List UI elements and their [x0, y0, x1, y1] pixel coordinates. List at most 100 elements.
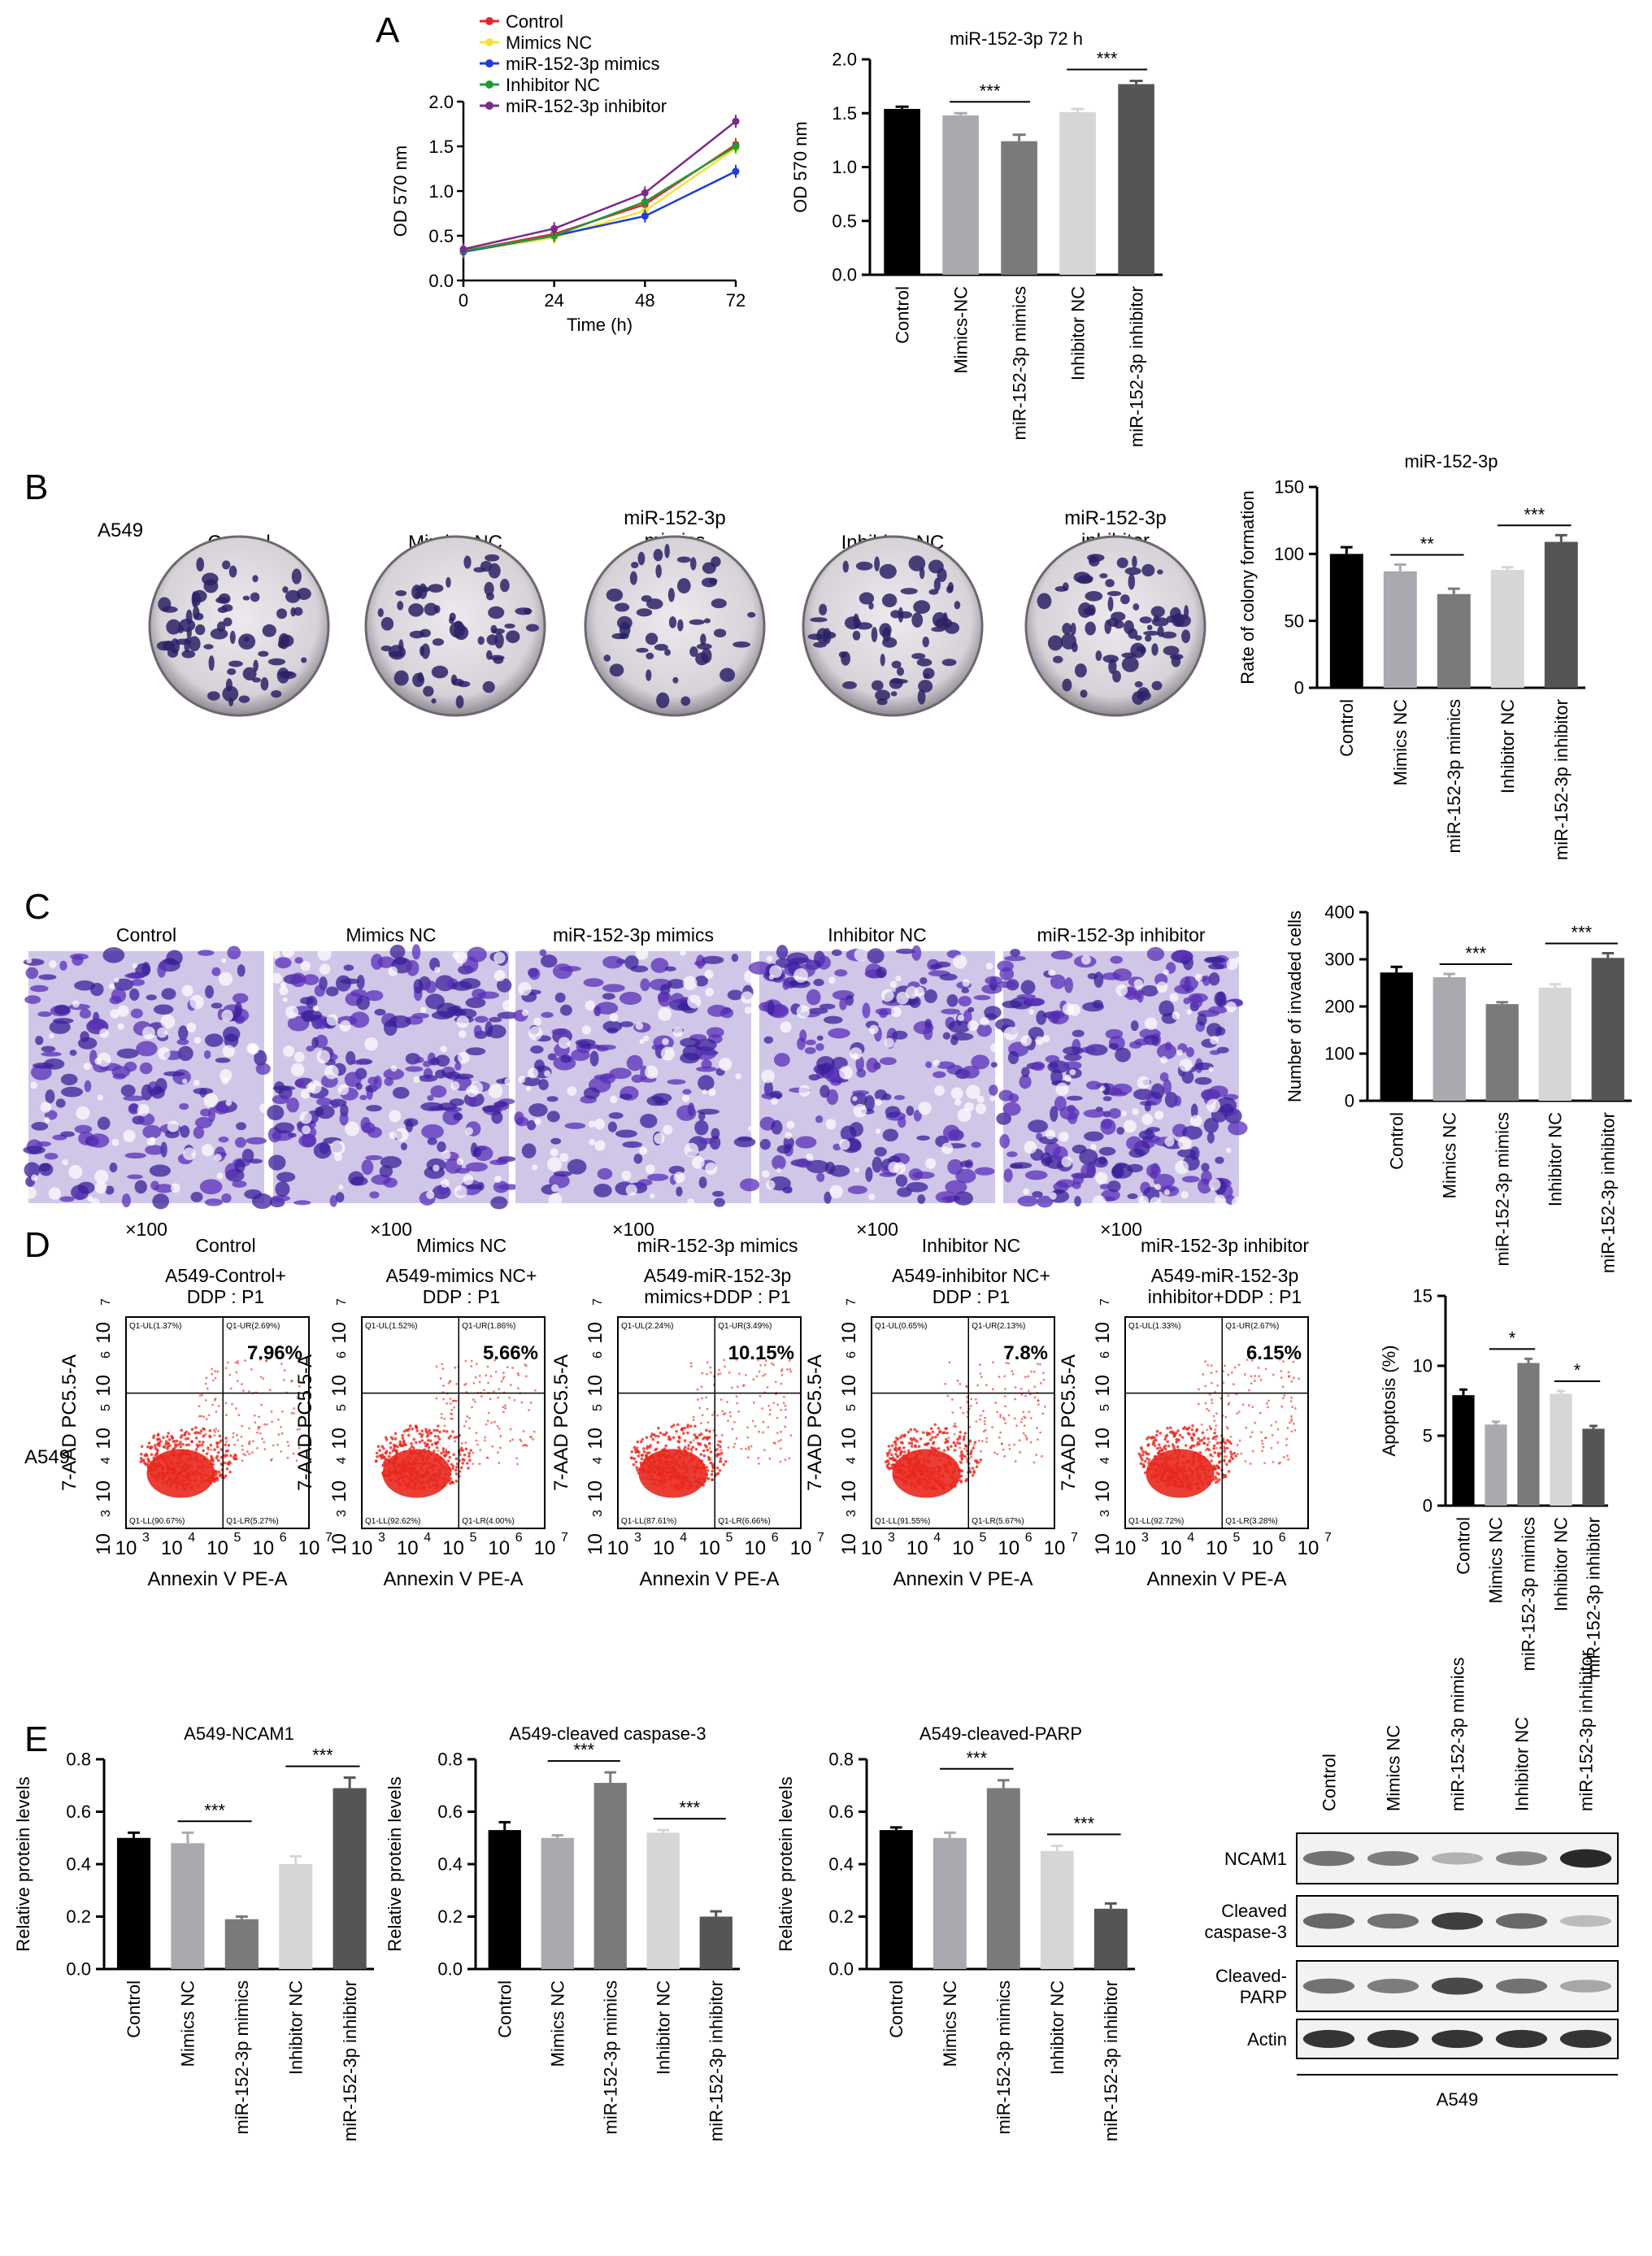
membrane-pore [989, 1095, 996, 1102]
flow-event [910, 1441, 914, 1445]
flow-event [401, 1444, 405, 1448]
y-tick-label: 0.0 [428, 271, 454, 291]
flow-event [295, 1459, 298, 1462]
stained-cell [805, 1039, 816, 1045]
category-label: miR-152-3p mimics [600, 1980, 620, 2134]
flow-event [1204, 1402, 1207, 1405]
flow-event [1154, 1433, 1159, 1437]
quadrant-lr: Q1-LR(5.67%) [972, 1517, 1024, 1526]
stained-cell [1050, 1106, 1059, 1122]
stained-cell [698, 1176, 707, 1189]
membrane-pore [854, 1167, 860, 1173]
flow-plot-title: DDP : P1 [423, 1286, 500, 1307]
membrane-pore [829, 1185, 843, 1199]
stained-cell [664, 966, 676, 972]
flow-event [453, 1399, 456, 1402]
flow-event [757, 1457, 760, 1460]
flow-event [1004, 1405, 1007, 1408]
flow-event [969, 1405, 972, 1407]
membrane-pore [290, 1063, 305, 1077]
flow-event [693, 1424, 697, 1428]
y-tick-exponent: 5 [591, 1404, 605, 1411]
flow-event [519, 1438, 522, 1441]
colony-spot [484, 581, 494, 596]
flow-event [450, 1412, 452, 1415]
stained-cell [355, 1082, 363, 1090]
stained-cell [1082, 1002, 1104, 1012]
flow-event [1262, 1445, 1265, 1449]
flow-event [235, 1371, 238, 1374]
blot-row-label: Actin [1247, 2029, 1287, 2050]
chart-cleaved-caspase3: A549-cleaved caspase-30.00.20.40.60.8Rel… [385, 1724, 740, 2141]
membrane-pore [1215, 1194, 1226, 1206]
flow-event [1210, 1371, 1213, 1375]
flow-event [886, 1459, 889, 1463]
stained-cell [1037, 1195, 1054, 1208]
lane-label: miR-152-3p inhibitor [1576, 1650, 1597, 1811]
flow-event [1014, 1460, 1017, 1463]
flow-event [450, 1463, 454, 1467]
flow-event [1018, 1439, 1021, 1442]
membrane-pore [954, 1098, 962, 1106]
flow-event [975, 1420, 978, 1423]
flow-group-label: Inhibitor NC [922, 1235, 1020, 1256]
colony-spot [855, 561, 873, 571]
membrane-pore [1090, 1143, 1097, 1150]
protein-band [1302, 1913, 1355, 1929]
membrane-pore [528, 1026, 543, 1041]
stained-cell [221, 1193, 232, 1203]
flow-event [948, 1361, 951, 1364]
x-tick-exponent: 5 [1233, 1531, 1241, 1545]
stained-cell [924, 989, 937, 1003]
colony-spot [251, 677, 262, 683]
stained-cell [989, 1085, 998, 1096]
colony-spot [881, 593, 898, 608]
membrane-pore [339, 1020, 351, 1032]
flow-y-axis-label: 7-AAD PC5.5-A [294, 1354, 316, 1491]
flow-event [972, 1470, 976, 1473]
stained-cell [497, 978, 512, 993]
membrane-pore [193, 1037, 202, 1044]
flow-event [727, 1419, 729, 1423]
x-tick-label: 10 [790, 1537, 812, 1559]
membrane-pore [673, 1171, 685, 1184]
membrane-pore [181, 985, 193, 997]
flow-plot-title: inhibitor+DDP : P1 [1148, 1286, 1302, 1307]
flow-event [1195, 1428, 1199, 1432]
stained-cell [1214, 991, 1226, 1006]
flow-event [529, 1435, 532, 1438]
flow-event [296, 1396, 299, 1399]
y-tick-label: 0.5 [832, 211, 857, 231]
flow-event [493, 1358, 497, 1362]
colony-spot [677, 578, 691, 594]
stained-cell [933, 1071, 946, 1079]
flow-event [642, 1450, 646, 1454]
stained-cell [594, 1044, 616, 1050]
stained-cell [1183, 998, 1191, 1005]
flow-event [1237, 1363, 1241, 1367]
flow-event [1209, 1454, 1212, 1457]
flow-event [705, 1428, 708, 1432]
stained-cell [77, 1181, 95, 1194]
flow-event [1150, 1437, 1154, 1440]
membrane-pore [527, 1067, 539, 1079]
flow-event [224, 1402, 228, 1405]
protein-band [1302, 1978, 1355, 1994]
flow-event [724, 1365, 726, 1368]
flow-event [449, 1402, 452, 1405]
category-label: Inhibitor NC [1067, 286, 1088, 380]
stained-cell [1193, 1062, 1214, 1071]
stained-cell [150, 1180, 159, 1191]
panel-label-b: B [24, 467, 48, 507]
x-tick-exponent: 4 [933, 1531, 941, 1545]
quadrant-ur: Q1-UR(1.86%) [462, 1322, 515, 1331]
stained-cell [847, 1185, 867, 1194]
stained-cell [379, 1165, 393, 1178]
y-tick-label: 10 [838, 1322, 860, 1344]
membrane-pore [433, 1164, 440, 1172]
flow-event [232, 1432, 235, 1435]
stained-cell [714, 1198, 725, 1207]
flow-event [780, 1409, 783, 1411]
flow-event [297, 1361, 300, 1363]
stained-cell [109, 1163, 118, 1173]
